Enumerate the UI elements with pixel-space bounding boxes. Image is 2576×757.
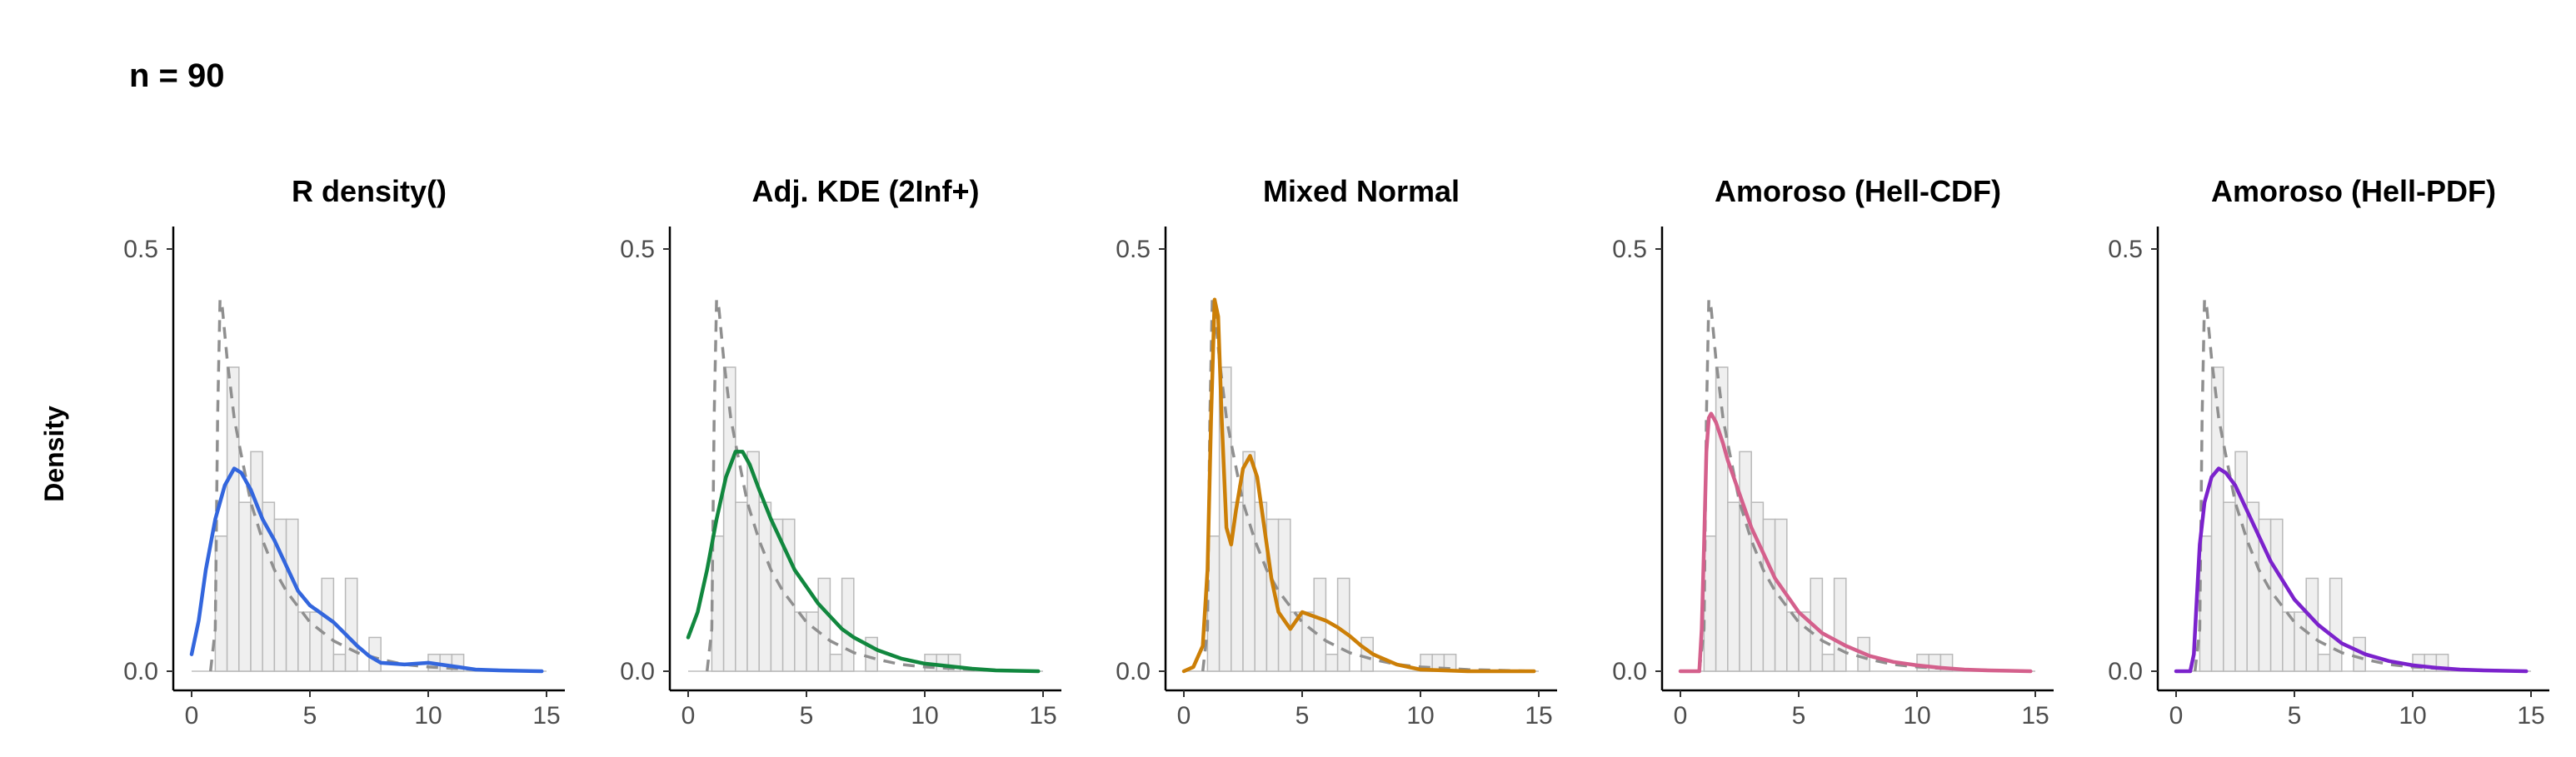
panel-title: Amoroso (Hell-CDF) <box>1715 174 2001 208</box>
estimated-density-curve <box>1678 411 2033 674</box>
histogram-bar <box>1821 653 1835 672</box>
x-tick-label: 15 <box>532 702 560 730</box>
x-tick-label: 5 <box>2288 702 2302 730</box>
histogram-bar <box>711 535 725 672</box>
histogram-bar <box>2329 577 2343 672</box>
y-tick-label: 0.5 <box>2108 236 2143 263</box>
histogram-bar <box>214 535 228 672</box>
y-tick-label: 0.0 <box>2108 658 2143 685</box>
true-density-curve <box>208 298 542 673</box>
true-density-curve <box>705 298 1039 673</box>
x-tick-label: 0 <box>1674 702 1688 730</box>
y-tick-label: 0.5 <box>123 236 158 263</box>
histogram-bar <box>1325 653 1339 672</box>
histogram-bar <box>309 611 322 672</box>
true-density-curve <box>1697 298 2031 673</box>
histogram-bar <box>1703 535 1717 672</box>
x-tick-label: 5 <box>800 702 814 730</box>
figure-title: n = 90 <box>129 57 225 94</box>
x-tick-label: 0 <box>1177 702 1191 730</box>
y-tick-label: 0.5 <box>620 236 655 263</box>
histogram-bar <box>1762 518 1776 672</box>
panel-rdensity: R density() 0.0 0.5 0 5 10 15 <box>123 174 565 730</box>
estimated-density-curve <box>2174 466 2529 674</box>
true-density-curve <box>2193 298 2527 673</box>
histogram-bar <box>332 653 347 672</box>
x-tick-label: 15 <box>1029 702 1056 730</box>
y-tick-label: 0.5 <box>1116 236 1151 263</box>
histogram-bar <box>865 636 878 672</box>
histogram-bar <box>2223 501 2236 672</box>
panel-hellcdf: Amoroso (Hell-CDF) 0.0 0.5 0 5 10 15 <box>1612 174 2054 730</box>
x-tick-label: 10 <box>1406 702 1434 730</box>
panel-title: Amoroso (Hell-PDF) <box>2211 174 2496 208</box>
estimated-density-curve <box>189 466 544 674</box>
y-tick-label: 0.0 <box>1116 658 1151 685</box>
x-tick-label: 5 <box>1295 702 1310 730</box>
panel-adjkde: Adj. KDE (2Inf+) 0.0 0.5 0 5 10 15 <box>620 174 1061 730</box>
histogram-bar <box>2199 535 2213 672</box>
x-tick-label: 15 <box>2021 702 2049 730</box>
x-tick-label: 15 <box>2517 702 2544 730</box>
x-tick-label: 0 <box>681 702 696 730</box>
histogram-bar <box>1336 577 1350 672</box>
histogram-bar <box>817 577 831 672</box>
histogram-bar <box>1277 518 1291 672</box>
estimated-density-curve <box>1181 297 1536 674</box>
histogram-bar <box>781 518 796 672</box>
x-tick-label: 10 <box>911 702 938 730</box>
histogram-bar <box>1313 577 1327 672</box>
panel-title: R density() <box>292 174 447 208</box>
histogram-bar <box>368 636 382 672</box>
histogram-bar <box>841 577 855 672</box>
x-tick-label: 0 <box>2169 702 2184 730</box>
y-tick-label: 0.5 <box>1612 236 1647 263</box>
histogram-bar <box>344 577 358 672</box>
histogram-bar <box>2234 451 2248 672</box>
histogram-bar <box>2317 653 2331 672</box>
histogram-bar <box>1727 501 1740 672</box>
x-tick-label: 15 <box>1525 702 1552 730</box>
x-tick-label: 10 <box>414 702 442 730</box>
panel-mixed: Mixed Normal 0.0 0.5 0 5 10 15 <box>1116 174 1557 730</box>
x-tick-label: 10 <box>1903 702 1930 730</box>
histogram-bar <box>250 451 263 672</box>
histogram-bar <box>1242 451 1256 672</box>
x-tick-label: 0 <box>185 702 199 730</box>
histogram-bar <box>1833 577 1847 672</box>
histogram-bar <box>321 577 335 672</box>
histogram-bar <box>758 501 772 672</box>
histogram-bar <box>238 501 252 672</box>
histogram-bar <box>2294 611 2307 672</box>
histogram-bar <box>285 518 299 672</box>
y-tick-label: 0.0 <box>620 658 655 685</box>
true-density-curve <box>1201 298 1535 673</box>
histogram-bar <box>2269 518 2284 672</box>
panel-title: Adj. KDE (2Inf+) <box>751 174 979 208</box>
panel-title: Mixed Normal <box>1263 174 1460 208</box>
estimated-density-curve <box>686 450 1041 674</box>
x-tick-label: 5 <box>303 702 317 730</box>
histogram-bar <box>829 653 843 672</box>
y-tick-label: 0.0 <box>123 658 158 685</box>
histogram-bar <box>1301 611 1315 672</box>
y-axis-label: Density <box>39 406 69 502</box>
x-tick-label: 10 <box>2399 702 2426 730</box>
histogram-bar <box>806 611 819 672</box>
y-tick-label: 0.0 <box>1612 658 1647 685</box>
histogram-bar <box>1739 451 1752 672</box>
panel-hellpdf: Amoroso (Hell-PDF) 0.0 0.5 0 5 10 15 <box>2108 174 2549 730</box>
histogram-bar <box>735 501 748 672</box>
x-tick-label: 5 <box>1792 702 1806 730</box>
